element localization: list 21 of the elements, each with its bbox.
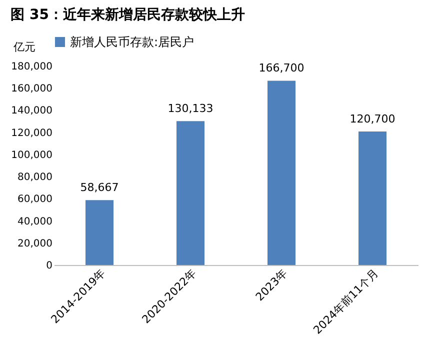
y-tick-label: 140,000	[11, 106, 52, 117]
legend-label: 新增人民币存款:居民户	[70, 35, 194, 49]
y-tick-label: 20,000	[18, 238, 52, 250]
y-tick-label: 160,000	[11, 84, 52, 95]
bar	[358, 132, 386, 265]
bar	[268, 80, 296, 265]
y-tick-label: 80,000	[18, 172, 52, 184]
y-tick-label: 120,000	[11, 128, 52, 139]
data-label: 166,700	[258, 62, 304, 75]
data-label: 130,133	[168, 102, 214, 116]
bar	[176, 121, 204, 265]
y-axis-title: 亿元	[12, 40, 36, 54]
data-label: 58,667	[80, 181, 119, 194]
y-tick-label: 60,000	[18, 194, 52, 206]
y-tick-label: 0	[46, 260, 52, 272]
bar	[86, 200, 114, 265]
y-tick-label: 100,000	[11, 150, 52, 161]
y-tick-label: 40,000	[18, 216, 52, 228]
data-label: 120,700	[350, 112, 396, 126]
y-tick-label: 180,000	[11, 62, 52, 72]
chart-title: 图 35：近年来新增居民存款较快上升	[10, 6, 246, 23]
